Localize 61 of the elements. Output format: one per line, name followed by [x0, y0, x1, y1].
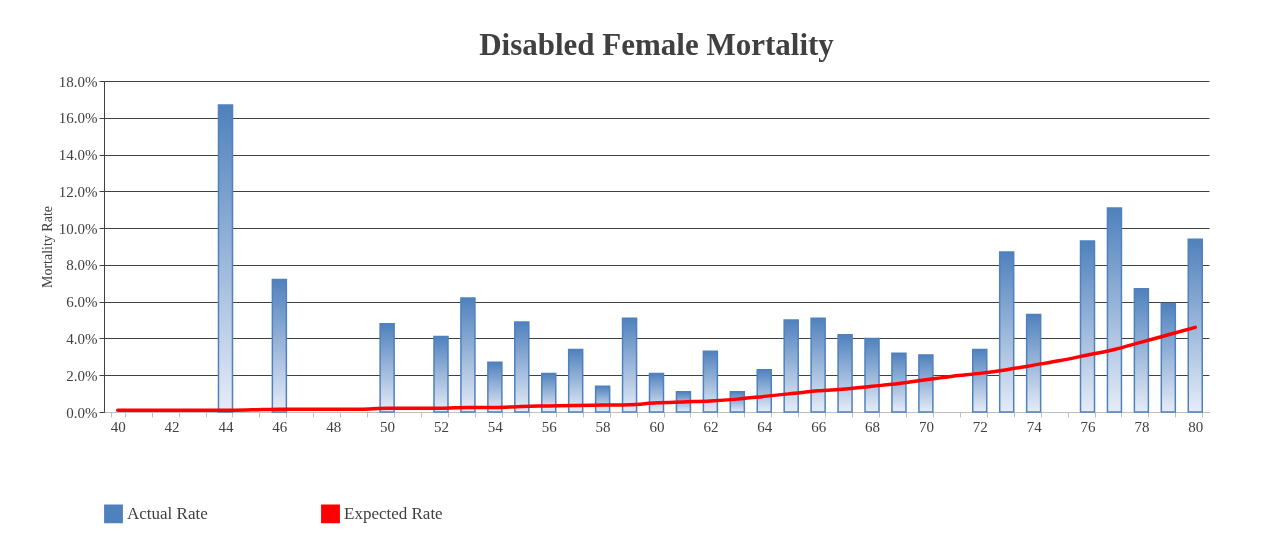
x-tick-label: 40 [110, 418, 126, 435]
x-tick-label: 78 [1134, 418, 1150, 435]
x-tick-label: 44 [218, 418, 234, 435]
y-tick-label: 8.0% [66, 257, 98, 274]
chart-title: Disabled Female Mortality [479, 27, 835, 62]
x-tick-label: 70 [918, 418, 934, 435]
x-tick-label: 66 [811, 418, 827, 435]
bar [1106, 207, 1123, 413]
x-tick-label: 58 [595, 418, 611, 435]
bar [379, 322, 395, 413]
bar [756, 368, 773, 413]
x-tick-label: 64 [757, 418, 773, 435]
x-tick-label: 62 [703, 418, 719, 435]
y-tick-label: 2.0% [66, 367, 98, 384]
y-tick-label: 18.0% [58, 73, 98, 90]
bar [891, 352, 907, 413]
bar [918, 354, 934, 413]
x-tick-label: 52 [434, 418, 449, 435]
bar [1187, 238, 1204, 413]
legend-label: Actual Rate [127, 503, 208, 523]
x-tick-label: 54 [487, 418, 504, 435]
y-tick-label: 6.0% [66, 294, 98, 311]
bar [702, 350, 719, 413]
x-tick-label: 60 [649, 418, 665, 435]
bar [783, 319, 799, 413]
y-tick-label: 12.0% [58, 183, 98, 200]
line-series [115, 325, 1198, 412]
x-tick-label: 76 [1080, 418, 1097, 435]
bar [972, 348, 988, 413]
bar [998, 251, 1015, 413]
bar [514, 321, 530, 413]
legend-label: Expected Rate [344, 503, 443, 523]
y-tick-label: 10.0% [58, 220, 98, 237]
x-tick-label: 48 [326, 418, 342, 435]
y-tick-label: 14.0% [58, 147, 98, 164]
bar [1025, 313, 1042, 413]
x-tick-label: 74 [1026, 418, 1043, 435]
x-tick-label: 50 [380, 418, 396, 435]
y-axis-title: Mortality Rate [39, 205, 55, 289]
bar [487, 361, 503, 413]
bar [460, 297, 476, 413]
bar [621, 317, 638, 413]
x-tick-label: 68 [865, 418, 880, 435]
bar [1160, 302, 1177, 413]
bar [864, 337, 880, 413]
y-tick-label: 16.0% [58, 110, 98, 127]
bar [217, 104, 234, 413]
x-tick-label: 72 [972, 418, 988, 435]
bar [271, 278, 288, 413]
y-tick-label: 0.0% [66, 404, 98, 421]
y-tick-label: 4.0% [66, 330, 98, 347]
x-tick-label: 80 [1188, 418, 1204, 435]
bar [810, 317, 826, 413]
x-tick-label: 56 [541, 418, 558, 435]
bar [433, 335, 449, 413]
bar [837, 334, 853, 413]
bar [1133, 288, 1150, 413]
bar [567, 348, 584, 413]
x-tick-label: 46 [272, 418, 288, 435]
bar [1079, 240, 1096, 413]
x-tick-label: 42 [164, 418, 180, 435]
